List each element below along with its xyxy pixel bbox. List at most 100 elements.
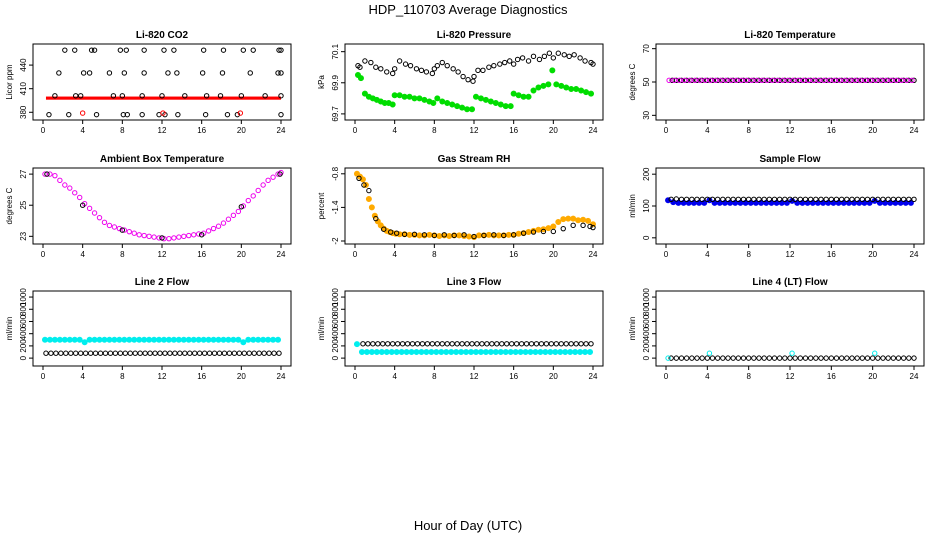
data-point — [433, 349, 440, 356]
data-point — [555, 218, 562, 225]
data-point — [275, 336, 282, 343]
data-point — [403, 349, 410, 356]
data-point — [847, 77, 853, 84]
data-point — [694, 77, 700, 84]
y-tick-label: 69.9 — [331, 74, 340, 90]
data-point — [449, 101, 456, 108]
data-point — [221, 350, 228, 356]
data-point — [807, 355, 814, 361]
data-point — [477, 349, 484, 356]
data-point — [571, 52, 577, 58]
data-point — [683, 196, 690, 203]
data-point — [561, 52, 567, 58]
data-point — [813, 196, 819, 203]
data-point — [53, 350, 59, 356]
data-point — [751, 355, 757, 361]
x-tick-label: 4 — [705, 126, 710, 135]
data-point — [250, 47, 256, 53]
data-point — [238, 204, 245, 210]
data-point — [565, 215, 572, 222]
data-point — [689, 196, 695, 203]
data-point — [906, 77, 912, 84]
data-point — [491, 232, 497, 238]
data-point — [776, 196, 783, 203]
data-point — [255, 336, 262, 343]
y-axis-label: ml/min — [5, 317, 14, 341]
data-point — [241, 350, 248, 356]
data-point — [363, 349, 370, 356]
data-point — [170, 336, 177, 343]
data-point — [43, 350, 49, 356]
x-tick-label: 8 — [432, 250, 437, 259]
data-point — [365, 196, 372, 203]
data-point — [740, 196, 747, 203]
data-point — [849, 196, 855, 203]
data-point — [909, 77, 915, 84]
x-tick-label: 16 — [197, 250, 206, 259]
data-point — [172, 350, 178, 356]
data-point — [898, 77, 905, 84]
data-point — [192, 350, 198, 356]
data-point — [136, 336, 143, 343]
data-point — [111, 336, 118, 343]
data-point — [398, 349, 405, 356]
data-point — [745, 355, 752, 361]
data-point — [361, 90, 368, 97]
panel-1: Li-820 CO2 0 4 8 12 16 20 24 380 410 440 Licor ppm — [5, 30, 292, 135]
data-point — [745, 77, 752, 84]
data-point — [463, 349, 470, 356]
x-tick-label: 16 — [509, 250, 518, 259]
data-point — [101, 336, 108, 343]
data-point — [558, 82, 565, 89]
data-point — [215, 336, 222, 343]
data-point — [388, 349, 395, 356]
data-point — [900, 196, 907, 203]
data-point — [461, 232, 467, 238]
data-point — [875, 196, 881, 203]
data-point — [418, 349, 425, 356]
data-point — [792, 355, 798, 361]
data-point — [368, 204, 375, 211]
data-point — [56, 70, 62, 76]
data-point — [823, 355, 829, 361]
data-point — [418, 67, 425, 74]
data-point — [730, 77, 736, 84]
data-point — [587, 349, 594, 356]
data-point — [543, 341, 550, 347]
data-point — [826, 77, 832, 84]
panel-9: Line 4 (LT) Flow 0 4 8 12 16 20 24 0 200400600800… — [628, 277, 925, 381]
data-point — [740, 77, 747, 84]
data-point — [514, 56, 521, 63]
data-point — [528, 341, 535, 347]
data-point — [116, 225, 123, 232]
data-point — [751, 77, 757, 84]
data-point — [365, 341, 371, 347]
data-point — [802, 355, 809, 361]
data-point — [479, 341, 485, 347]
data-point — [535, 84, 542, 91]
y-tick-label: 25 — [19, 200, 28, 209]
data-point — [159, 93, 165, 99]
data-point — [486, 64, 492, 70]
data-point — [177, 350, 183, 356]
data-point — [567, 349, 574, 356]
y-tick-label: 600 — [19, 314, 28, 328]
data-point — [121, 70, 128, 76]
data-point — [182, 93, 188, 99]
data-point — [260, 336, 267, 343]
data-point — [859, 355, 866, 361]
x-tick-label: 20 — [549, 372, 558, 381]
plot-frame — [32, 43, 292, 121]
data-point — [502, 59, 508, 66]
data-point — [380, 341, 386, 347]
data-point — [71, 336, 78, 343]
data-point — [381, 226, 387, 232]
data-point — [735, 355, 742, 361]
data-point — [226, 350, 233, 356]
data-point — [160, 110, 166, 116]
data-point — [171, 235, 177, 241]
data-point — [195, 336, 202, 343]
data-point — [735, 196, 742, 203]
data-point — [811, 77, 817, 84]
data-point — [131, 336, 138, 343]
